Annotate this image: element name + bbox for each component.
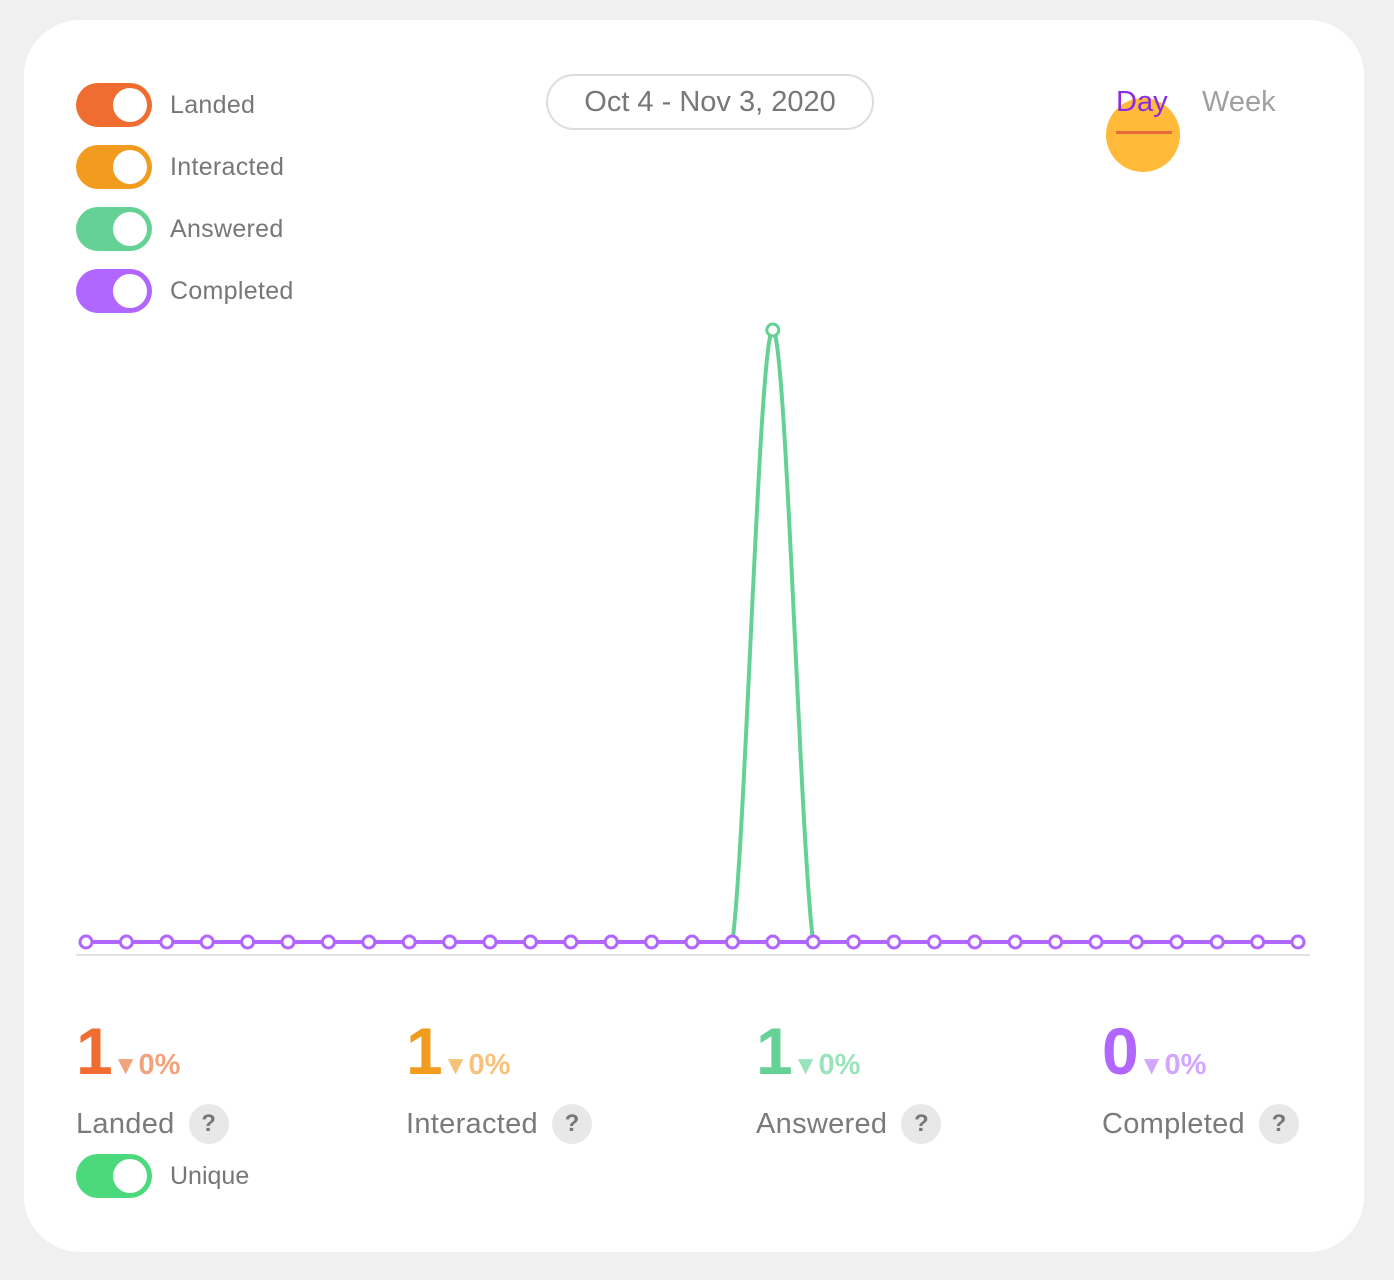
data-point-completed[interactable] [1048, 934, 1064, 950]
data-point-completed[interactable] [280, 934, 296, 950]
change-arrow-icon: ▼ [442, 1050, 469, 1080]
line-chart [76, 322, 1310, 956]
legend-label-completed: Completed [170, 276, 294, 305]
stat-interacted: 1 ▼ 0% Interacted ? [406, 1014, 592, 1144]
stat-change: 0% [468, 1049, 511, 1081]
data-point-completed[interactable] [724, 934, 740, 950]
stat-label: Landed [76, 1107, 175, 1140]
toggle-knob [113, 274, 147, 308]
answered-toggle[interactable] [76, 207, 152, 251]
series-line-answered [86, 327, 1298, 944]
data-point-completed[interactable] [684, 934, 700, 950]
date-range-picker[interactable]: Oct 4 - Nov 3, 2020 [546, 74, 874, 130]
data-point-completed[interactable] [159, 934, 175, 950]
data-point-completed[interactable] [361, 934, 377, 950]
stat-value: 0 [1102, 1014, 1139, 1088]
help-icon[interactable]: ? [901, 1104, 942, 1144]
data-point-completed[interactable] [846, 934, 862, 950]
data-point-completed[interactable] [118, 934, 134, 950]
change-arrow-icon: ▼ [792, 1050, 819, 1080]
interacted-toggle[interactable] [76, 145, 152, 189]
data-point-completed[interactable] [1290, 934, 1306, 950]
legend-item-interacted: Interacted [76, 136, 294, 198]
stat-label: Answered [756, 1107, 888, 1140]
data-point-completed[interactable] [482, 934, 498, 950]
data-point-completed[interactable] [1007, 934, 1023, 950]
data-point-completed[interactable] [199, 934, 215, 950]
data-point-answered[interactable] [765, 322, 781, 338]
legend-item-answered: Answered [76, 198, 294, 260]
analytics-card: Landed Interacted Answered Completed Oct… [24, 20, 1364, 1252]
stat-completed: 0 ▼ 0% Completed ? [1102, 1014, 1299, 1144]
data-point-completed[interactable] [1128, 934, 1144, 950]
tab-week[interactable]: Week [1202, 86, 1276, 118]
help-icon[interactable]: ? [551, 1104, 592, 1144]
data-point-completed[interactable] [805, 934, 821, 950]
stat-change: 0% [818, 1049, 861, 1081]
toggle-knob [113, 212, 147, 246]
legend-item-completed: Completed [76, 260, 294, 322]
data-point-completed[interactable] [240, 934, 256, 950]
legend-label-interacted: Interacted [170, 152, 285, 181]
stat-answered: 1 ▼ 0% Answered ? [756, 1014, 942, 1144]
series-legend: Landed Interacted Answered Completed [76, 74, 294, 322]
completed-toggle[interactable] [76, 269, 152, 313]
toggle-knob [113, 1159, 147, 1193]
stat-change: 0% [138, 1049, 181, 1081]
help-icon[interactable]: ? [1258, 1104, 1299, 1144]
data-point-completed[interactable] [765, 934, 781, 950]
stat-value: 1 [76, 1014, 113, 1088]
cursor-hover-indicator [1106, 98, 1180, 172]
data-point-completed[interactable] [320, 934, 336, 950]
tab-day[interactable]: Day [1116, 86, 1168, 118]
legend-label-answered: Answered [170, 214, 284, 243]
stat-change: 0% [1164, 1049, 1207, 1081]
toggle-knob [113, 150, 147, 184]
tab-day-underline [1116, 131, 1172, 134]
data-point-completed[interactable] [644, 934, 660, 950]
change-arrow-icon: ▼ [112, 1050, 139, 1080]
data-point-completed[interactable] [1169, 934, 1185, 950]
help-icon[interactable]: ? [188, 1104, 229, 1144]
stat-value: 1 [406, 1014, 443, 1088]
legend-item-landed: Landed [76, 74, 294, 136]
data-point-completed[interactable] [78, 934, 94, 950]
stat-landed: 1 ▼ 0% Landed ? [76, 1014, 229, 1144]
data-point-completed[interactable] [442, 934, 458, 950]
stat-label: Completed [1102, 1107, 1245, 1140]
unique-label: Unique [170, 1161, 250, 1190]
data-point-completed[interactable] [603, 934, 619, 950]
data-point-completed[interactable] [563, 934, 579, 950]
unique-filter: Unique [76, 1154, 249, 1198]
stat-value: 1 [756, 1014, 793, 1088]
toggle-knob [113, 88, 147, 122]
data-point-completed[interactable] [401, 934, 417, 950]
data-point-completed[interactable] [1088, 934, 1104, 950]
unique-toggle[interactable] [76, 1154, 152, 1198]
data-point-completed[interactable] [886, 934, 902, 950]
data-point-completed[interactable] [1209, 934, 1225, 950]
data-point-completed[interactable] [1250, 934, 1266, 950]
change-arrow-icon: ▼ [1138, 1050, 1165, 1080]
data-point-completed[interactable] [926, 934, 942, 950]
landed-toggle[interactable] [76, 83, 152, 127]
stat-label: Interacted [406, 1107, 538, 1140]
data-point-completed[interactable] [967, 934, 983, 950]
data-point-completed[interactable] [522, 934, 538, 950]
legend-label-landed: Landed [170, 90, 256, 119]
